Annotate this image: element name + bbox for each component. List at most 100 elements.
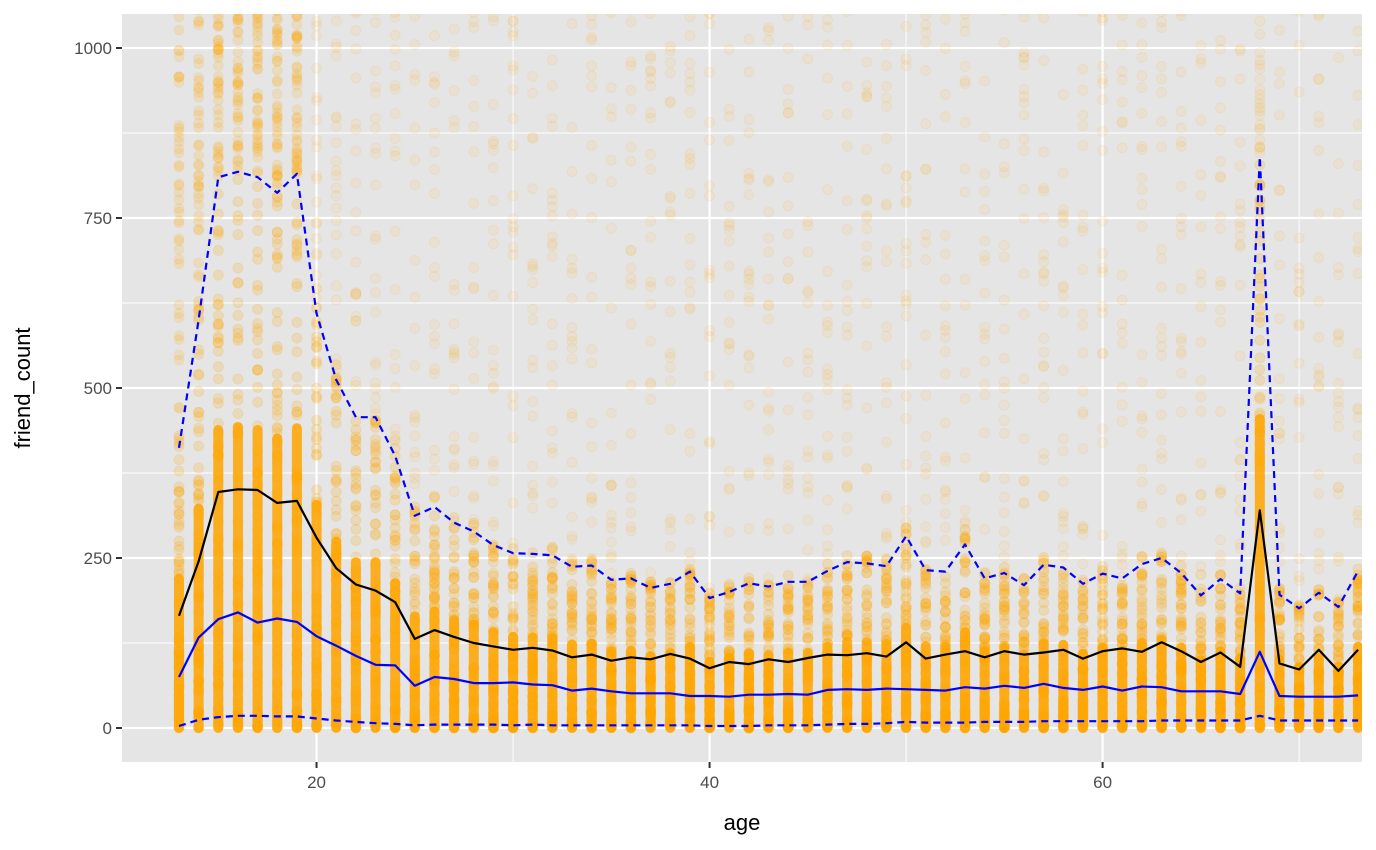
scatter-point	[212, 152, 224, 164]
scatter-point	[862, 1, 872, 11]
scatter-point	[468, 21, 480, 33]
scatter-point	[1018, 498, 1030, 510]
scatter-point	[193, 16, 205, 28]
scatter-point	[743, 189, 755, 201]
scatter-point	[292, 3, 302, 13]
scatter-point	[566, 353, 578, 365]
scatter-point	[743, 613, 755, 625]
scatter-point	[1097, 436, 1109, 448]
scatter-point	[1077, 120, 1089, 132]
scatter-point	[1057, 306, 1069, 318]
scatter-point	[252, 45, 264, 57]
scatter-point-band	[645, 650, 656, 733]
scatter-point	[1136, 52, 1148, 64]
scatter-point	[235, 14, 241, 15]
scatter-point	[723, 465, 735, 477]
scatter-point	[389, 363, 401, 375]
scatter-point	[252, 58, 264, 70]
scatter-point	[232, 126, 244, 138]
scatter-point	[428, 146, 440, 158]
scatter-point	[173, 544, 185, 556]
scatter-point	[684, 187, 696, 199]
scatter-point	[469, 0, 479, 10]
scatter-point	[665, 0, 675, 5]
scatter-point	[959, 14, 971, 20]
scatter-point	[252, 143, 264, 155]
scatter-point	[1136, 221, 1148, 233]
scatter-point	[448, 383, 460, 395]
scatter-point	[606, 2, 616, 12]
scatter-point	[1057, 88, 1069, 100]
scatter-point	[252, 55, 264, 67]
scatter-point	[821, 626, 833, 638]
scatter-point	[605, 14, 617, 19]
scatter-point	[625, 521, 637, 533]
scatter-point	[1097, 94, 1109, 106]
scatter-point	[232, 155, 244, 167]
scatter-point	[428, 236, 440, 248]
scatter-point	[212, 35, 224, 47]
scatter-point	[605, 516, 617, 528]
scatter-point	[370, 306, 382, 318]
scatter-point	[173, 535, 185, 547]
scatter-point-band	[743, 648, 754, 733]
scatter-point	[841, 503, 853, 515]
scatter-point	[1018, 308, 1030, 320]
scatter-point	[1038, 382, 1050, 394]
scatter-point	[605, 612, 617, 624]
scatter-point	[409, 535, 421, 547]
scatter-point	[1038, 249, 1050, 261]
scatter-point	[763, 469, 775, 481]
scatter-point	[252, 303, 264, 315]
scatter-point	[291, 87, 303, 99]
scatter-point	[252, 88, 264, 100]
scatter-point	[271, 111, 283, 123]
scatter-point	[959, 78, 971, 90]
scatter-point	[173, 521, 185, 533]
scatter-point	[1156, 516, 1168, 528]
scatter-point	[173, 126, 185, 138]
scatter-point	[173, 556, 185, 568]
scatter-point	[939, 451, 951, 463]
scatter-point-band	[901, 622, 912, 733]
scatter-point	[664, 608, 676, 620]
scatter-point	[841, 295, 853, 307]
scatter-point	[939, 42, 951, 54]
scatter-point	[173, 508, 185, 520]
scatter-point	[802, 287, 814, 299]
scatter-point	[271, 399, 283, 411]
scatter-point	[428, 163, 440, 175]
scatter-point	[252, 209, 264, 221]
scatter-point	[782, 466, 794, 478]
scatter-point	[998, 473, 1010, 485]
scatter-point	[527, 87, 539, 99]
scatter-point	[252, 26, 264, 38]
scatter-point	[311, 392, 323, 404]
scatter-point	[586, 172, 598, 184]
scatter-point	[959, 393, 971, 405]
scatter-point	[487, 516, 499, 528]
scatter-point	[212, 140, 224, 152]
scatter-point	[448, 566, 460, 578]
scatter-point	[291, 406, 303, 418]
scatter-point	[271, 226, 283, 238]
scatter-point	[370, 112, 382, 124]
scatter-point	[507, 64, 519, 76]
scatter-point	[684, 14, 696, 23]
scatter-point	[900, 289, 912, 301]
scatter-point	[1018, 599, 1030, 611]
scatter-point	[232, 96, 244, 108]
scatter-point	[605, 591, 617, 603]
scatter-point	[232, 56, 244, 68]
scatter-point	[311, 484, 323, 496]
scatter-point	[173, 206, 185, 218]
scatter-point	[232, 388, 244, 400]
scatter-point	[252, 128, 264, 140]
scatter-point	[625, 568, 637, 580]
scatter-point	[330, 294, 342, 306]
scatter-point	[212, 80, 224, 92]
scatter-point	[763, 453, 775, 465]
major-gridlines	[122, 14, 1362, 762]
scatter-point	[232, 14, 244, 26]
scatter-point	[1018, 51, 1030, 63]
